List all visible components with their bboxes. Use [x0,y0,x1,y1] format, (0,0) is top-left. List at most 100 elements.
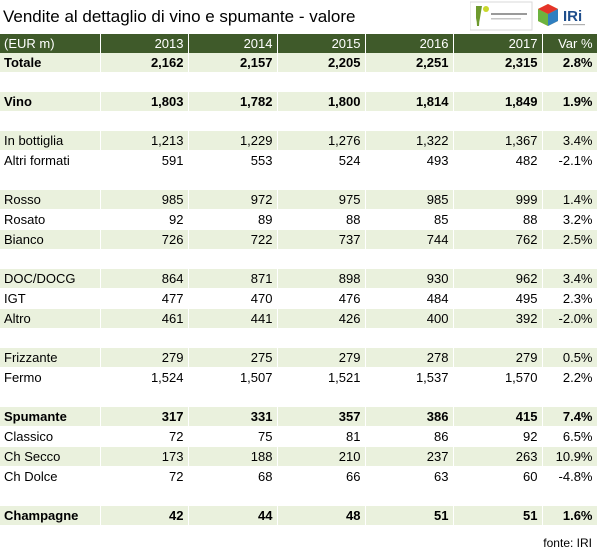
value-cell: 92 [100,209,189,230]
spacer-cell [277,387,366,407]
iri-logo: IRi [538,4,585,26]
var-cell: -4.8% [542,466,597,487]
row-label: Frizzante [0,348,101,368]
var-cell: 0.5% [542,348,597,368]
value-cell: 1,524 [100,367,189,388]
value-cell: 42 [100,506,189,526]
spacer-cell [453,486,543,506]
value-cell: 2,315 [453,53,543,73]
value-cell: 72 [100,466,189,487]
value-cell: 1,229 [188,131,278,151]
row-label: Classico [0,426,101,447]
spacer-cell [0,486,101,506]
row-label: Ch Dolce [0,466,101,487]
value-cell: 762 [453,229,543,250]
spacer-cell [365,72,454,92]
row-label: Rosato [0,209,101,230]
var-cell: 2.5% [542,229,597,250]
value-cell: 2,162 [100,53,189,73]
spacer-cell [277,328,366,348]
spacer-cell [542,328,597,348]
spacer-cell [188,72,278,92]
spacer-row [0,111,597,131]
unit-header: (EUR m) [0,34,101,53]
value-cell: 1,507 [188,367,278,388]
var-cell: 2.2% [542,367,597,388]
row-label: Rosso [0,190,101,210]
value-cell: 985 [365,190,454,210]
table-row: DOC/DOCG 864 871 898 930 962 3.4% [0,269,597,289]
var-cell: -2.1% [542,150,597,171]
spacer-cell [0,72,101,92]
spacer-cell [0,249,101,269]
value-cell: 864 [100,269,189,289]
table-row: Vino 1,803 1,782 1,800 1,814 1,849 1.9% [0,92,597,112]
value-cell: 279 [277,348,366,368]
value-cell: 279 [100,348,189,368]
value-cell: 1,213 [100,131,189,151]
row-label: Bianco [0,229,101,250]
table-row: Rosso 985 972 975 985 999 1.4% [0,190,597,210]
row-label: IGT [0,288,101,309]
value-cell: 173 [100,446,189,467]
table-row: Altro 461 441 426 400 392 -2.0% [0,308,597,329]
value-cell: 51 [453,506,543,526]
value-cell: 1,276 [277,131,366,151]
spacer-row [0,170,597,190]
value-cell: 68 [188,466,278,487]
spacer-cell [365,170,454,190]
table-row: Classico 72 75 81 86 92 6.5% [0,426,597,447]
value-cell: 48 [277,506,366,526]
row-label: Spumante [0,407,101,427]
spacer-cell [365,111,454,131]
var-cell: 10.9% [542,446,597,467]
sales-table: (EUR m) 2013 2014 2015 2016 2017 Var % T… [0,34,597,526]
value-cell: 461 [100,308,189,329]
year-header: 2014 [188,34,278,53]
spacer-row [0,249,597,269]
table-row: Fermo 1,524 1,507 1,521 1,537 1,570 2.2% [0,367,597,388]
value-cell: 66 [277,466,366,487]
value-cell: 1,521 [277,367,366,388]
table-row: Ch Secco 173 188 210 237 263 10.9% [0,446,597,467]
row-label: Fermo [0,367,101,388]
spacer-cell [277,249,366,269]
spacer-cell [277,111,366,131]
table-row: Champagne 42 44 48 51 51 1.6% [0,506,597,526]
value-cell: 263 [453,446,543,467]
value-cell: 2,205 [277,53,366,73]
year-header: 2015 [277,34,366,53]
table-row: Bianco 726 722 737 744 762 2.5% [0,229,597,250]
value-cell: 722 [188,229,278,250]
var-header: Var % [542,34,597,53]
value-cell: 524 [277,150,366,171]
value-cell: 1,537 [365,367,454,388]
spacer-cell [100,111,189,131]
value-cell: 1,782 [188,92,278,112]
spacer-cell [0,328,101,348]
value-cell: 400 [365,308,454,329]
spacer-cell [100,387,189,407]
spacer-cell [453,111,543,131]
value-cell: 482 [453,150,543,171]
value-cell: 331 [188,407,278,427]
value-cell: 426 [277,308,366,329]
value-cell: 81 [277,426,366,447]
value-cell: 415 [453,407,543,427]
var-cell: 3.4% [542,269,597,289]
spacer-cell [188,170,278,190]
spacer-cell [365,328,454,348]
value-cell: 60 [453,466,543,487]
value-cell: 188 [188,446,278,467]
spacer-cell [188,486,278,506]
spacer-cell [453,249,543,269]
spacer-cell [100,328,189,348]
source-note: fonte: IRI [543,536,592,550]
spacer-cell [100,249,189,269]
spacer-cell [100,72,189,92]
value-cell: 1,322 [365,131,454,151]
value-cell: 962 [453,269,543,289]
spacer-cell [453,328,543,348]
spacer-cell [365,486,454,506]
value-cell: 470 [188,288,278,309]
